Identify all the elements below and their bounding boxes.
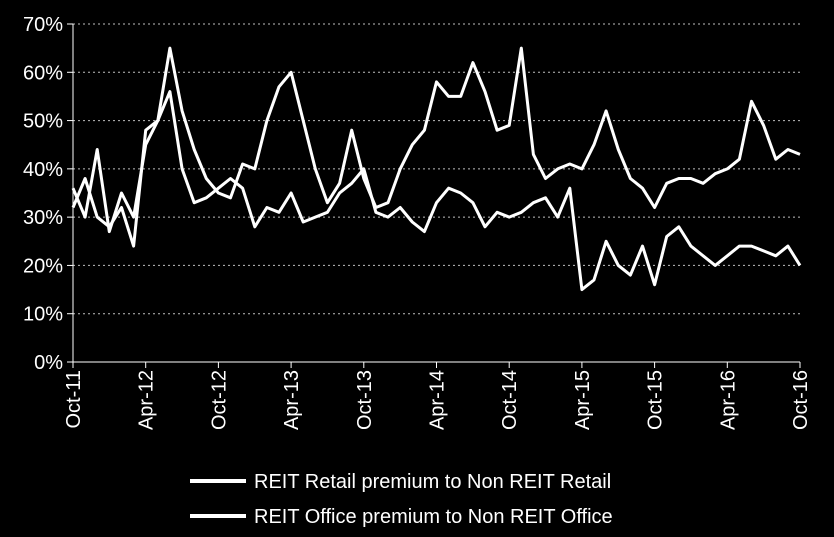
legend: REIT Retail premium to Non REIT Retail R… [190,471,613,528]
legend-label-office: REIT Office premium to Non REIT Office [254,506,613,528]
y-tick-label: 70% [23,14,63,36]
x-tick-label: Oct-14 [499,370,521,430]
y-tick-label: 40% [23,159,63,181]
axes [72,24,800,363]
y-tick-label: 20% [23,255,63,277]
series-lines [71,46,802,292]
series-line-reit-office [71,90,802,292]
x-tick-label: Oct-13 [354,370,376,430]
y-tick-label: 10% [23,304,63,326]
x-tick-label: Apr-14 [427,370,449,430]
grid-lines [73,23,800,315]
x-tick-label: Apr-12 [136,370,158,430]
x-tick-label: Oct-12 [208,370,230,430]
y-tick-label: 30% [23,207,63,229]
legend-label-retail: REIT Retail premium to Non REIT Retail [254,471,611,493]
x-tick-label: Oct-15 [645,370,667,430]
x-tick-label: Apr-16 [717,370,739,430]
y-tick-label: 60% [23,62,63,84]
y-axis-ticks: 0% 10% 20% 30% 40% 50% 60% 70% [23,14,73,374]
x-tick-label: Oct-11 [63,370,85,429]
x-tick-label: Apr-15 [572,370,594,430]
series-line-reit-retail [71,46,801,234]
x-axis-ticks: Oct-11 Apr-12 Oct-12 Apr-13 Oct-13 Apr-14 Oct-… [63,362,812,430]
x-tick-label: Oct-16 [790,370,812,430]
y-tick-label: 0% [34,352,63,374]
y-tick-label: 50% [23,111,63,133]
x-tick-label: Apr-13 [281,370,303,430]
